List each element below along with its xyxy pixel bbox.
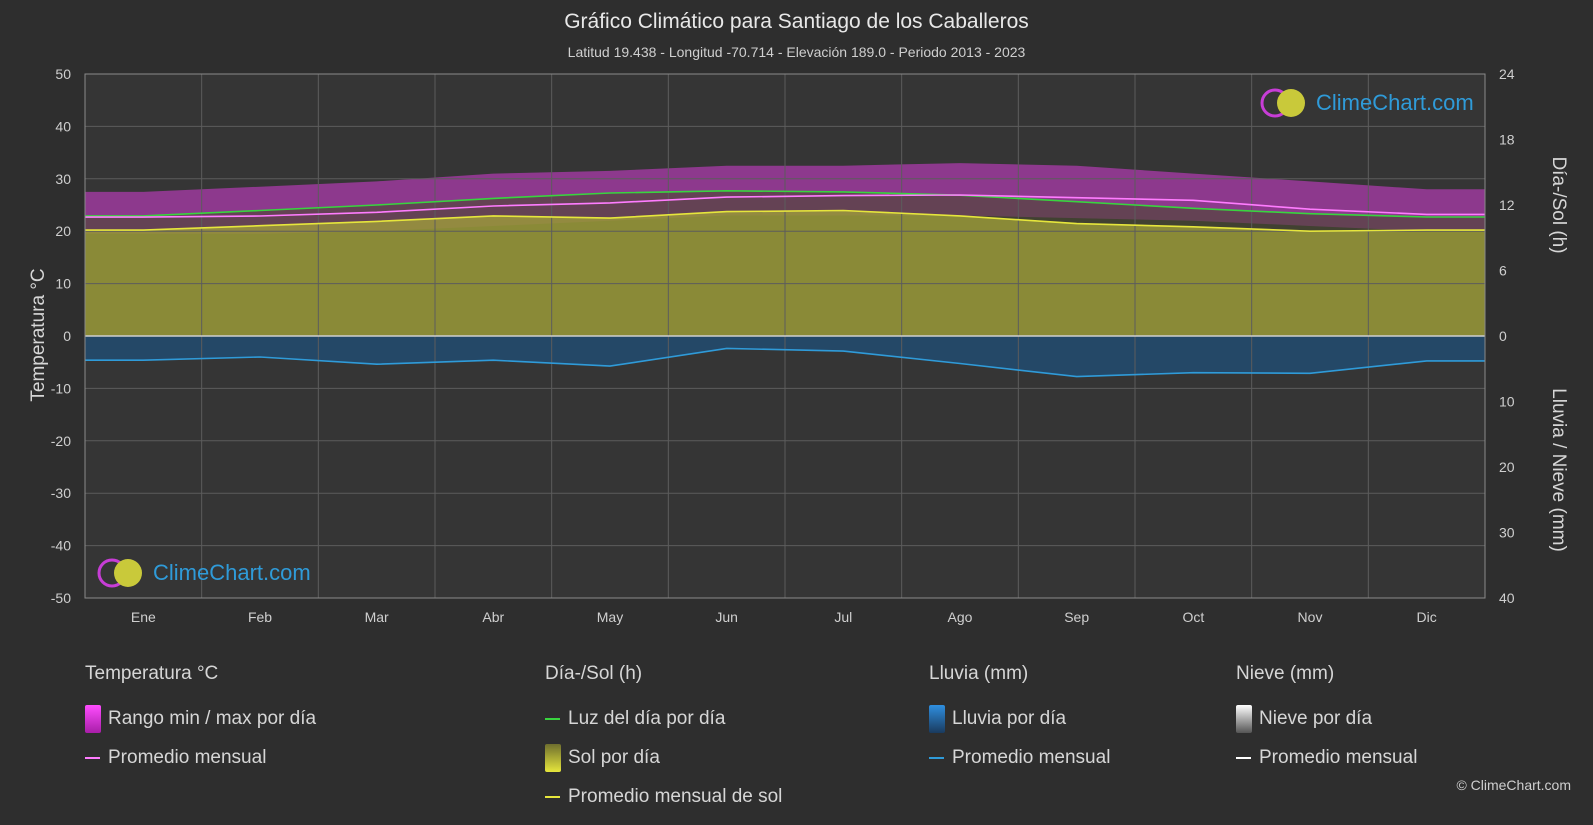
legend-rain: Lluvia (mm) Lluvia por día Promedio mens… bbox=[929, 663, 1110, 777]
legend-item-rain-per-day: Lluvia por día bbox=[929, 699, 1110, 738]
y-right-bottom-tick-label: 10 bbox=[1499, 394, 1515, 410]
brand-text: ClimeChart.com bbox=[153, 560, 311, 585]
sunshine-swatch bbox=[545, 743, 561, 772]
x-tick-label: Abr bbox=[482, 609, 504, 625]
x-tick-label: Jul bbox=[834, 609, 852, 625]
brand-logo-bottom: ClimeChart.com bbox=[95, 556, 311, 590]
y-left-tick-label: 40 bbox=[55, 118, 71, 134]
y-right-top-tick-label: 18 bbox=[1499, 132, 1515, 148]
rain-avg-line bbox=[85, 347, 1485, 378]
x-tick-label: Ene bbox=[131, 609, 156, 625]
plot-frame bbox=[84, 73, 1486, 599]
x-tick-label: Mar bbox=[365, 609, 389, 625]
temp-avg-swatch bbox=[85, 756, 100, 759]
legend-temperature: Temperatura °C Rango min / max por día P… bbox=[85, 663, 316, 777]
grid-lines bbox=[84, 73, 1486, 599]
y-left-tick-label: -30 bbox=[51, 485, 71, 501]
x-tick-label: Nov bbox=[1298, 609, 1323, 625]
x-tick-label: Jun bbox=[715, 609, 738, 625]
y-left-tick-label: 20 bbox=[55, 223, 71, 239]
legend-item-snow-per-day: Nieve por día bbox=[1236, 699, 1417, 738]
y-left-tick-label: 10 bbox=[55, 276, 71, 292]
brand-logo-top: ClimeChart.com bbox=[1258, 86, 1474, 120]
legend-item-daylight: Luz del día por día bbox=[545, 699, 782, 738]
y-right-top-tick-label: 24 bbox=[1499, 66, 1515, 82]
y-right-top-tick-label: 12 bbox=[1499, 197, 1515, 213]
snow-avg-swatch bbox=[1236, 756, 1251, 759]
temp-range-swatch bbox=[85, 704, 101, 733]
logo-icon bbox=[97, 558, 142, 588]
temp-avg-line bbox=[85, 194, 1485, 218]
legend-item-temp-range: Rango min / max por día bbox=[85, 699, 316, 738]
copyright: © ClimeChart.com bbox=[1456, 777, 1571, 793]
y-axis-right-bottom-label: Lluvia / Nieve (mm) bbox=[1548, 388, 1569, 552]
y-axis-left-label: Temperatura °C bbox=[28, 268, 49, 401]
legend-snow: Nieve (mm) Nieve por día Promedio mensua… bbox=[1236, 663, 1417, 777]
legend-item-snow-avg: Promedio mensual bbox=[1236, 738, 1417, 777]
sun-avg-line bbox=[85, 209, 1485, 233]
legend-item-rain-avg: Promedio mensual bbox=[929, 738, 1110, 777]
y-left-tick-label: -20 bbox=[51, 433, 71, 449]
y-left-tick-label: -40 bbox=[51, 538, 71, 554]
daylight-line bbox=[85, 189, 1485, 218]
snow-swatch bbox=[1236, 704, 1252, 733]
brand-text: ClimeChart.com bbox=[1316, 90, 1474, 115]
y-right-top-tick-label: 0 bbox=[1499, 328, 1507, 344]
x-tick-label: Sep bbox=[1064, 609, 1089, 625]
series-lines bbox=[85, 189, 1485, 378]
legend-snow-header: Nieve (mm) bbox=[1236, 663, 1335, 684]
legend-rain-header: Lluvia (mm) bbox=[929, 663, 1029, 684]
y-left-tick-label: 50 bbox=[55, 66, 71, 82]
x-tick-label: Oct bbox=[1182, 609, 1204, 625]
x-tick-label: Dic bbox=[1417, 609, 1437, 625]
y-left-tick-label: -10 bbox=[51, 380, 71, 396]
y-left-tick-label: -50 bbox=[51, 590, 71, 606]
legend-temp-header: Temperatura °C bbox=[85, 663, 219, 684]
legend-sun-header: Día-/Sol (h) bbox=[545, 663, 643, 684]
y-right-bottom-tick-label: 40 bbox=[1499, 590, 1515, 606]
rain-avg-swatch bbox=[929, 756, 944, 759]
rain-swatch bbox=[929, 704, 945, 733]
axes: 50 40 30 20 10 0 -10 -20 -30 -40 -50 24 18 12 6 0 10 20 30… bbox=[51, 66, 1515, 625]
legend-sun: Día-/Sol (h) Luz del día por día Sol por… bbox=[545, 663, 782, 816]
y-right-top-tick-label: 6 bbox=[1499, 263, 1507, 279]
chart-subtitle: Latitud 19.438 - Longitud -70.714 - Elev… bbox=[567, 44, 1026, 60]
y-left-tick-label: 30 bbox=[55, 171, 71, 187]
daylight-swatch bbox=[545, 717, 560, 720]
x-tick-label: Feb bbox=[248, 609, 272, 625]
y-left-tick-label: 0 bbox=[63, 328, 71, 344]
x-tick-label: Ago bbox=[948, 609, 973, 625]
legend-item-temp-avg: Promedio mensual bbox=[85, 738, 316, 777]
legend-item-sun-avg: Promedio mensual de sol bbox=[545, 777, 782, 816]
y-right-bottom-tick-label: 30 bbox=[1499, 525, 1515, 541]
x-tick-label: May bbox=[597, 609, 623, 625]
chart-title: Gráfico Climático para Santiago de los C… bbox=[564, 10, 1029, 33]
y-right-bottom-tick-label: 20 bbox=[1499, 459, 1515, 475]
logo-icon bbox=[1260, 88, 1305, 118]
y-axis-right-top-label: Día-/Sol (h) bbox=[1548, 156, 1569, 253]
legend-item-sunshine: Sol por día bbox=[545, 738, 782, 777]
sun-avg-swatch bbox=[545, 795, 560, 798]
